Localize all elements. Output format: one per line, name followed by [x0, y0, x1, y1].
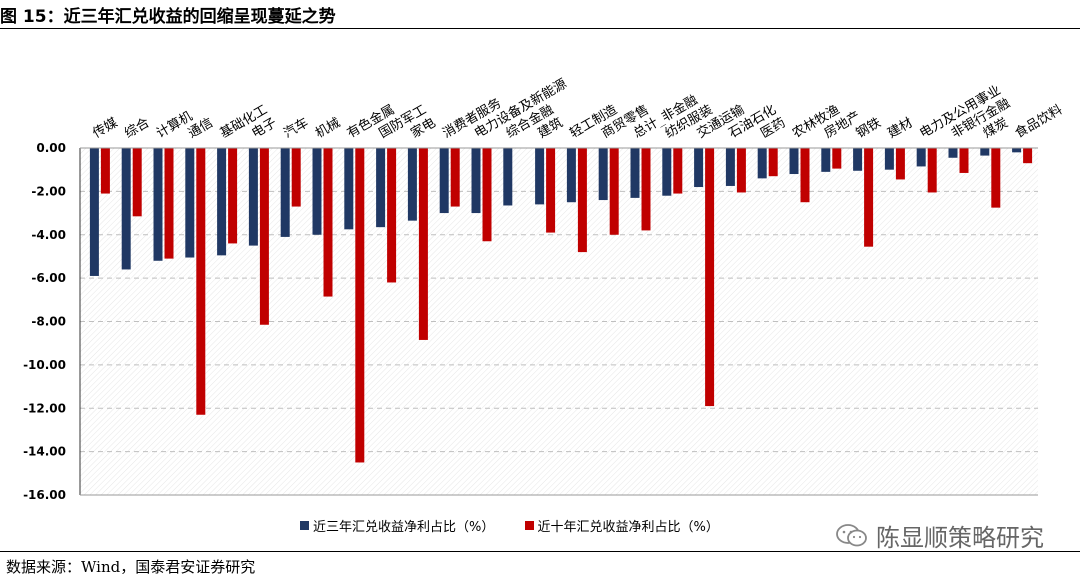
category-label: 食品饮料 [1012, 102, 1065, 142]
legend-swatch-3yr [300, 521, 309, 530]
category-label: 汽车 [281, 115, 312, 142]
bar-3yr [853, 148, 863, 171]
bar-3yr [503, 148, 513, 206]
bar-3yr [217, 148, 227, 256]
legend-item-3yr: 近三年汇兑收益净利占比（%） [300, 516, 494, 535]
bar-3yr [948, 148, 958, 158]
wechat-icon [836, 523, 868, 549]
category-label: 综合 [122, 115, 152, 141]
bar-10yr [736, 148, 746, 193]
bar-10yr [164, 148, 174, 259]
bar-10yr [959, 148, 969, 173]
y-tick-label: -2.00 [31, 184, 66, 198]
category-label: 机械 [313, 115, 343, 141]
bar-10yr [228, 148, 238, 244]
bar-3yr [566, 148, 576, 203]
legend-swatch-10yr [524, 521, 534, 530]
bar-3yr [121, 148, 131, 270]
bar-3yr [598, 148, 608, 201]
legend-label-10yr: 近十年汇兑收益净利占比（%） [537, 520, 719, 535]
y-tick-label: -8.00 [31, 315, 66, 329]
bar-10yr [259, 148, 269, 325]
bar-chart: 0.00 -2.00 -4.00 -6.00 -8.00 -10.00 -12.00 -14.… [23, 76, 1065, 502]
source-rule [0, 551, 1080, 552]
watermark-text: 陈显顺策略研究 [876, 524, 1044, 552]
bar-3yr [821, 148, 831, 172]
bar-10yr [832, 148, 842, 169]
bar-3yr [725, 148, 735, 186]
title-rule [0, 28, 1080, 29]
bar-10yr [641, 148, 651, 231]
bar-10yr [418, 148, 428, 340]
y-tick-label: -10.00 [23, 358, 66, 372]
y-tick-label: -12.00 [23, 401, 66, 415]
category-label: 计算机 [154, 109, 195, 141]
bar-3yr [248, 148, 258, 246]
bar-3yr [280, 148, 290, 237]
bar-3yr [757, 148, 767, 179]
bar-10yr [291, 148, 301, 207]
bar-3yr [89, 148, 99, 276]
bar-3yr [376, 148, 386, 228]
bar-3yr [1012, 148, 1022, 153]
bar-3yr [980, 148, 990, 156]
bar-3yr [884, 148, 894, 170]
bar-10yr [673, 148, 683, 194]
bar-10yr [196, 148, 206, 415]
bar-10yr [387, 148, 397, 283]
legend-item-10yr: 近十年汇兑收益净利占比（%） [524, 516, 719, 535]
bar-3yr [185, 148, 195, 258]
bar-10yr [609, 148, 619, 235]
bar-3yr [312, 148, 322, 235]
bar-10yr [705, 148, 715, 407]
bar-10yr [1023, 148, 1033, 164]
bar-3yr [916, 148, 926, 167]
bar-3yr [153, 148, 163, 261]
figure-title: 图 15：近三年汇兑收益的回缩呈现蔓延之势 [0, 7, 336, 27]
bar-3yr [694, 148, 704, 188]
source-note: 数据来源：Wind，国泰君安证券研究 [6, 558, 256, 576]
bar-10yr [768, 148, 778, 177]
bar-3yr [789, 148, 799, 175]
category-label: 建材 [885, 115, 915, 141]
bar-3yr [407, 148, 417, 221]
bar-10yr [864, 148, 874, 247]
y-tick-label: -14.00 [23, 445, 66, 459]
bar-10yr [132, 148, 142, 217]
y-tick-label: 0.00 [36, 141, 66, 155]
bar-10yr [577, 148, 587, 253]
y-tick-label: -16.00 [23, 488, 66, 502]
bar-10yr [991, 148, 1001, 208]
bar-10yr [546, 148, 556, 233]
y-tick-label: -6.00 [31, 271, 66, 285]
bar-3yr [662, 148, 672, 196]
y-tick-label: -4.00 [31, 228, 66, 242]
bar-3yr [535, 148, 545, 205]
bar-3yr [344, 148, 354, 230]
bar-10yr [800, 148, 810, 203]
bar-3yr [471, 148, 481, 214]
bar-10yr [927, 148, 937, 193]
bar-10yr [100, 148, 110, 194]
bar-3yr [630, 148, 640, 198]
chart-legend: 近三年汇兑收益净利占比（%） 近十年汇兑收益净利占比（%） [300, 516, 745, 535]
watermark: 陈显顺策略研究 [836, 518, 1044, 553]
category-label: 传媒 [90, 115, 120, 141]
bar-10yr [450, 148, 460, 207]
bar-3yr [439, 148, 449, 214]
bar-10yr [355, 148, 365, 463]
bar-10yr [895, 148, 905, 180]
bar-10yr [482, 148, 492, 242]
legend-label-3yr: 近三年汇兑收益净利占比（%） [313, 520, 495, 535]
bar-10yr [323, 148, 333, 297]
